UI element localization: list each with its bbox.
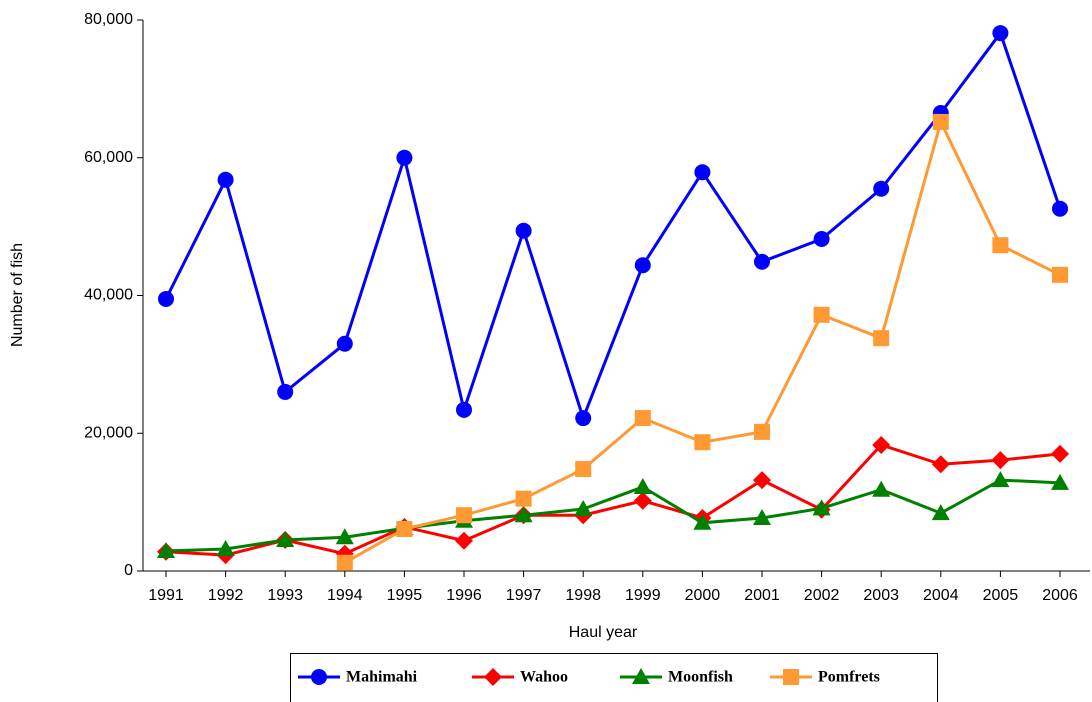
marker [396, 149, 413, 166]
marker [753, 508, 771, 525]
series-line [165, 443, 1061, 557]
marker [992, 237, 1009, 254]
y-tick-label: 20,000 [84, 424, 133, 441]
x-tick-label: 1998 [565, 587, 601, 604]
marker [277, 383, 294, 400]
x-tick-label: 1997 [506, 587, 542, 604]
marker [158, 290, 174, 307]
marker [931, 504, 950, 521]
marker [515, 490, 532, 507]
marker [634, 410, 651, 427]
marker [1052, 200, 1068, 217]
marker [992, 25, 1009, 42]
marker [783, 669, 799, 685]
marker [873, 330, 890, 347]
marker [336, 554, 353, 571]
marker [456, 507, 472, 524]
y-tick-label: 0 [124, 562, 133, 579]
marker [633, 491, 652, 510]
marker [991, 471, 1010, 488]
x-tick-label: 2005 [983, 587, 1019, 604]
series-line [165, 478, 1061, 553]
marker [514, 506, 533, 523]
x-axis-label: Haul year [569, 624, 638, 641]
marker [1051, 444, 1069, 463]
marker [157, 542, 175, 559]
marker [754, 253, 770, 270]
marker [455, 531, 473, 550]
marker [872, 435, 891, 454]
y-tick-label: 80,000 [84, 11, 133, 28]
marker [693, 513, 712, 530]
y-tick-label: 60,000 [84, 149, 133, 166]
series-line [164, 29, 1062, 423]
marker [634, 257, 651, 274]
marker [812, 499, 831, 516]
marker [574, 500, 593, 517]
series-line [344, 117, 1061, 565]
marker [575, 410, 592, 427]
marker [456, 401, 472, 418]
marker [484, 668, 502, 686]
marker [694, 164, 711, 181]
marker [932, 113, 949, 130]
legend-label: Moonfish [668, 669, 733, 686]
x-tick-label: 2002 [804, 587, 840, 604]
legend [290, 653, 938, 702]
marker [1052, 266, 1068, 283]
marker [336, 335, 353, 352]
marker [216, 539, 235, 556]
marker [1051, 473, 1069, 490]
y-axis-label: Number of fish [9, 243, 26, 347]
x-tick-label: 2004 [923, 587, 959, 604]
x-tick-label: 1999 [625, 587, 661, 604]
x-tick-label: 1995 [387, 587, 423, 604]
x-tick-label: 2001 [744, 587, 780, 604]
x-tick-label: 2003 [863, 587, 899, 604]
x-tick-label: 1993 [267, 587, 303, 604]
x-tick-label: 1994 [327, 587, 363, 604]
legend-label: Wahoo [520, 669, 568, 686]
marker [396, 520, 413, 537]
marker [813, 306, 830, 323]
marker [632, 668, 650, 684]
marker [753, 471, 771, 490]
marker [515, 222, 532, 239]
marker [931, 455, 950, 474]
marker [754, 423, 770, 440]
marker [575, 461, 592, 478]
legend-label: Pomfrets [818, 669, 880, 686]
marker [694, 434, 711, 451]
x-tick-label: 2006 [1042, 587, 1078, 604]
y-tick-label: 40,000 [84, 287, 133, 304]
legend-label: Mahimahi [346, 669, 418, 686]
marker [335, 528, 354, 545]
x-tick-label: 1991 [148, 587, 184, 604]
x-tick-label: 1992 [208, 587, 244, 604]
marker [873, 180, 890, 197]
marker [217, 171, 234, 188]
marker [276, 531, 295, 548]
marker [813, 231, 830, 248]
x-tick-label: 1996 [446, 587, 482, 604]
marker [633, 477, 652, 494]
marker [311, 669, 327, 685]
x-tick-label: 2000 [685, 587, 721, 604]
marker [872, 480, 891, 497]
marker [991, 451, 1010, 470]
